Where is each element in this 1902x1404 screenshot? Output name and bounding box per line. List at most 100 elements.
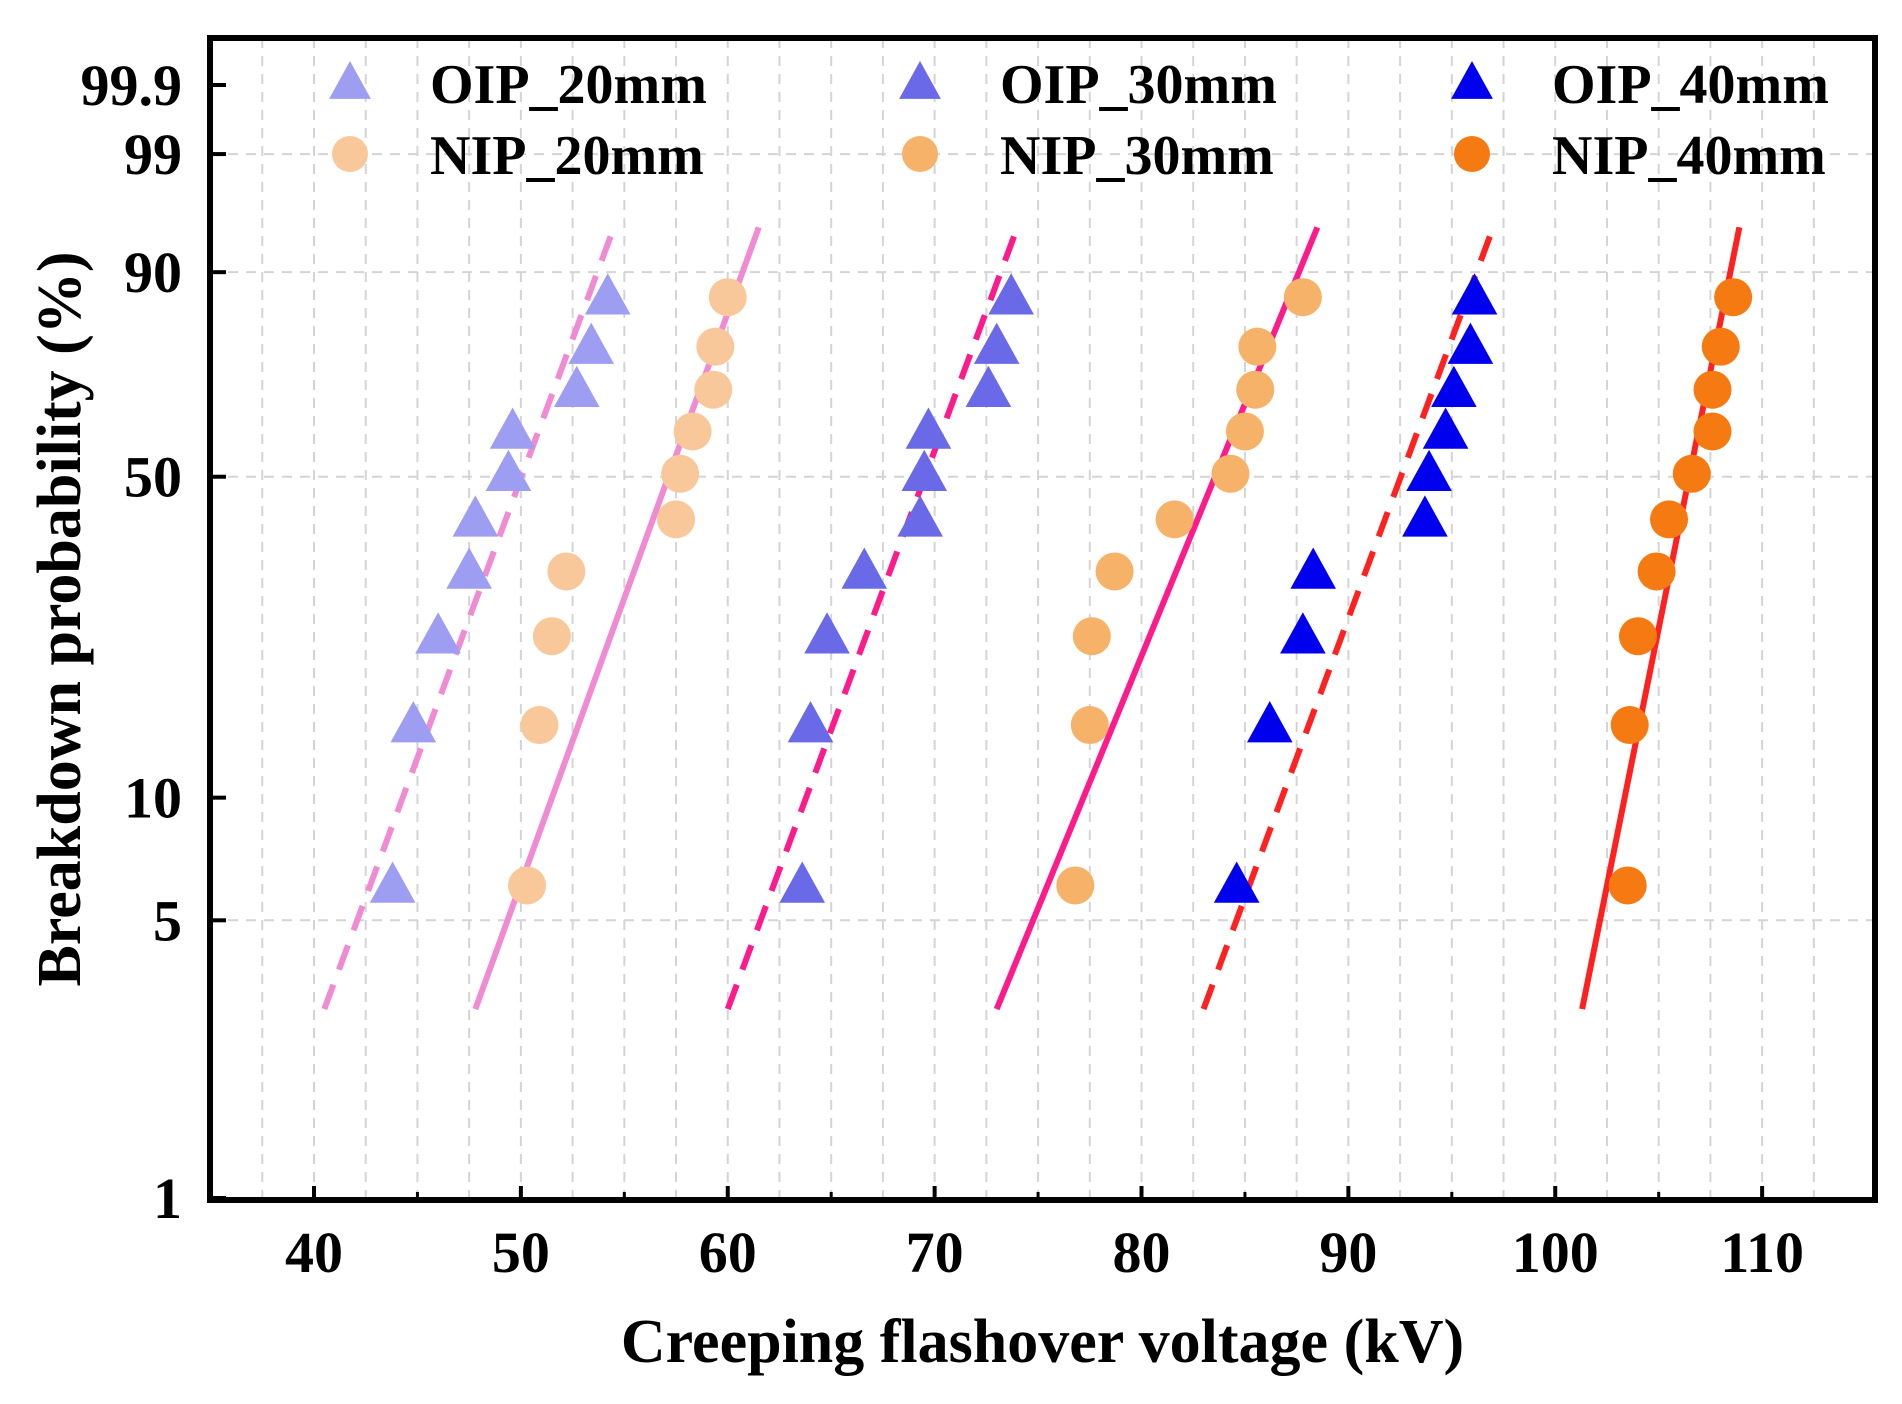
y-tick-label: 99.9 [81, 53, 183, 118]
data-point [1056, 866, 1095, 905]
x-tick-label: 110 [1720, 1220, 1804, 1285]
legend-item-nip_40mm: NIP_40mm [1454, 125, 1826, 187]
x-tick-label: 80 [1113, 1220, 1171, 1285]
legend-label: NIP_20mm [430, 125, 704, 187]
data-point [1290, 547, 1337, 589]
data-point [1431, 365, 1477, 407]
data-point [415, 612, 461, 654]
data-point [1070, 706, 1109, 745]
data-point [1211, 454, 1250, 493]
data-point [520, 706, 559, 745]
data-point [1213, 861, 1260, 903]
data-point [1280, 612, 1326, 654]
x-tick-label: 70 [906, 1220, 964, 1285]
y-tick-label: 10 [124, 766, 182, 831]
data-point [553, 365, 600, 407]
y-tick-label: 99 [124, 122, 182, 187]
data-point [1608, 866, 1647, 905]
data-point [446, 547, 492, 589]
data-point [673, 412, 712, 451]
data-point [841, 547, 888, 589]
data-point [787, 701, 834, 743]
legend-triangle-icon [329, 61, 371, 99]
data-point [1672, 454, 1711, 493]
data-point [1238, 327, 1277, 366]
data-point [1402, 495, 1448, 537]
data-point [1451, 273, 1498, 315]
legend-label: OIP_40mm [1552, 54, 1829, 116]
data-point [547, 552, 586, 591]
fit-line-oip_40mm [1200, 226, 1497, 1011]
x-tick-label: 40 [285, 1220, 343, 1285]
data-point [390, 701, 437, 743]
legend-item-nip_20mm: NIP_20mm [332, 125, 704, 187]
data-point [901, 449, 948, 492]
data-point [1650, 500, 1689, 539]
data-point [1610, 706, 1649, 745]
data-point [1406, 449, 1452, 492]
y-tick-label: 5 [153, 888, 182, 953]
data-point [1637, 552, 1676, 591]
data-point [1447, 322, 1494, 364]
data-point [1283, 278, 1322, 317]
data-point [988, 273, 1034, 315]
x-tick-label: 90 [1319, 1220, 1377, 1285]
legend-label: NIP_30mm [1000, 125, 1274, 187]
y-tick-label: 50 [124, 445, 182, 510]
fit-line-oip_30mm [724, 226, 1021, 1011]
legend-item-oip_20mm: OIP_20mm [329, 54, 707, 116]
data-point [1693, 370, 1732, 409]
legend-label: OIP_30mm [1000, 54, 1277, 116]
x-tick-label: 60 [699, 1220, 757, 1285]
data-point [1422, 407, 1469, 449]
data-point [1246, 701, 1293, 743]
legend-item-oip_40mm: OIP_40mm [1451, 54, 1829, 116]
data-point [779, 861, 826, 903]
data-point [708, 278, 747, 317]
plot-frame [207, 35, 1878, 1203]
legend-circle-icon [902, 136, 938, 172]
data-point [568, 322, 615, 364]
legend-label: OIP_20mm [430, 54, 707, 116]
y-tick-label: 1 [153, 1166, 182, 1231]
data-point [696, 327, 735, 366]
data-point [489, 407, 536, 449]
y-tick-label: 90 [124, 240, 182, 305]
data-point [965, 365, 1012, 407]
legend-item-oip_30mm: OIP_30mm [899, 54, 1277, 116]
x-tick-label: 100 [1512, 1220, 1599, 1285]
grid [210, 38, 1875, 1200]
data-point [694, 370, 733, 409]
data-point [1072, 617, 1111, 656]
data-points [369, 273, 1753, 905]
data-point [369, 861, 416, 903]
legend: OIP_20mm OIP_30mm OIP_40mm NIP_20mm NIP_30mm… [329, 54, 1829, 187]
data-point [1155, 500, 1194, 539]
data-point [1236, 370, 1275, 409]
legend-label: NIP_40mm [1552, 125, 1826, 187]
data-point [661, 454, 700, 493]
data-point [1693, 412, 1732, 451]
data-point [1095, 552, 1134, 591]
data-point [973, 322, 1020, 364]
data-point [897, 495, 943, 537]
y-axis-title: Breakdown probability (%) [26, 252, 94, 987]
data-point [584, 273, 631, 315]
legend-circle-icon [1454, 136, 1490, 172]
data-point [485, 449, 532, 492]
legend-triangle-icon [899, 61, 941, 99]
data-point [508, 866, 547, 905]
fit-line-oip_20mm [321, 226, 617, 1011]
legend-triangle-icon [1451, 61, 1493, 99]
x-axis-title: Creeping flashover voltage (kV) [621, 1308, 1464, 1376]
data-point [1714, 278, 1753, 317]
x-tick-label: 50 [492, 1220, 550, 1285]
data-point [804, 612, 850, 654]
data-point [657, 500, 696, 539]
legend-circle-icon [332, 136, 368, 172]
data-point [452, 495, 499, 537]
data-point [1619, 617, 1657, 656]
data-point [1225, 412, 1264, 451]
